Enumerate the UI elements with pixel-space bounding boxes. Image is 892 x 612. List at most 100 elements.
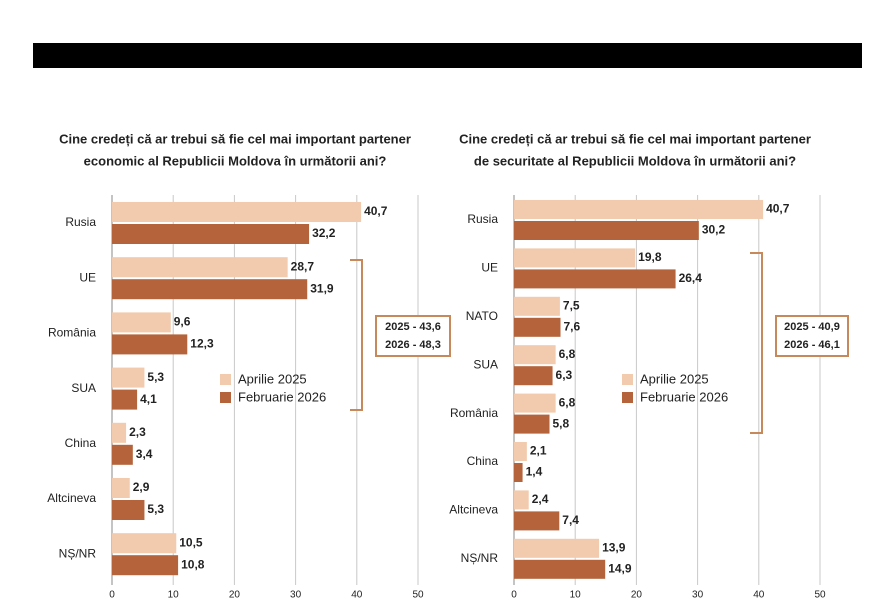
chart-title: de securitate al Republicii Moldova în u… xyxy=(474,153,796,168)
value-label: 9,6 xyxy=(174,315,191,329)
bar xyxy=(112,224,310,244)
category-label: China xyxy=(467,454,499,468)
value-label: 31,9 xyxy=(310,281,334,295)
legend-label: Aprilie 2025 xyxy=(238,371,307,386)
category-label: NATO xyxy=(466,309,498,323)
legend-swatch xyxy=(622,374,633,385)
bar xyxy=(514,538,600,558)
bar xyxy=(514,221,699,240)
value-label: 6,8 xyxy=(559,395,576,409)
value-label: 6,8 xyxy=(559,347,576,361)
bar xyxy=(514,511,560,531)
bar xyxy=(112,202,362,222)
bar xyxy=(112,500,145,520)
category-label: NȘ/NR xyxy=(59,546,97,560)
category-label: UE xyxy=(481,261,498,275)
category-label: China xyxy=(65,436,97,450)
annotation-box xyxy=(375,315,451,357)
bar xyxy=(112,334,188,355)
value-label: 2,4 xyxy=(532,492,549,506)
x-tick-label: 40 xyxy=(753,590,765,601)
bar xyxy=(112,279,308,300)
category-label: Altcineva xyxy=(47,491,96,505)
value-label: 7,5 xyxy=(563,298,580,312)
annotation: 2025 - 43,6 xyxy=(385,321,441,333)
value-label: 40,7 xyxy=(766,202,790,216)
category-label: SUA xyxy=(71,381,96,395)
annotation: 2026 - 48,3 xyxy=(385,339,441,351)
annotation: 2026 - 46,1 xyxy=(784,339,840,351)
value-label: 12,3 xyxy=(190,337,214,351)
chart-title: Cine credeți că ar trebui să fie cel mai… xyxy=(59,131,411,146)
category-label: Rusia xyxy=(65,215,96,229)
value-label: 1,4 xyxy=(526,465,543,479)
value-label: 32,2 xyxy=(312,226,336,240)
category-label: NȘ/NR xyxy=(461,551,499,565)
value-label: 10,5 xyxy=(179,535,203,549)
legend-label: Aprilie 2025 xyxy=(640,371,709,386)
category-label: Altcineva xyxy=(449,503,498,517)
x-tick-label: 30 xyxy=(692,590,704,601)
legend-label: Februarie 2026 xyxy=(238,389,326,404)
value-label: 3,4 xyxy=(136,447,153,461)
bar xyxy=(112,478,130,498)
x-tick-label: 50 xyxy=(412,590,424,601)
bar xyxy=(514,317,561,337)
legend-swatch xyxy=(622,392,633,403)
bar xyxy=(112,257,288,278)
bracket xyxy=(750,252,763,434)
value-label: 4,1 xyxy=(140,392,157,406)
annotation-box xyxy=(775,315,849,357)
value-label: 2,3 xyxy=(129,425,146,439)
bar xyxy=(112,444,133,465)
bar xyxy=(514,490,529,510)
bar xyxy=(514,248,636,268)
bar xyxy=(514,269,676,289)
chart-title: Cine credeți că ar trebui să fie cel mai… xyxy=(459,131,811,146)
value-label: 10,8 xyxy=(181,557,205,571)
x-tick-label: 50 xyxy=(814,590,826,601)
value-label: 30,2 xyxy=(702,223,726,237)
bar xyxy=(112,367,145,388)
bar xyxy=(514,366,553,386)
category-label: SUA xyxy=(473,357,498,371)
bar xyxy=(514,463,523,482)
bar xyxy=(112,555,179,576)
bar xyxy=(514,200,764,219)
bar xyxy=(112,389,138,410)
legend-swatch xyxy=(220,392,231,403)
bar xyxy=(514,345,556,365)
bar xyxy=(112,312,171,333)
bar xyxy=(514,559,606,579)
x-tick-label: 0 xyxy=(511,590,517,601)
bracket xyxy=(350,259,363,411)
value-label: 5,3 xyxy=(147,502,164,516)
value-label: 19,8 xyxy=(638,250,662,264)
chart-title: economic al Republicii Moldova în următo… xyxy=(84,153,387,168)
value-label: 7,6 xyxy=(564,319,581,333)
x-tick-label: 20 xyxy=(631,590,643,601)
category-label: UE xyxy=(79,270,96,284)
bar xyxy=(514,393,556,413)
x-tick-label: 0 xyxy=(109,590,115,601)
legend-label: Februarie 2026 xyxy=(640,389,728,404)
value-label: 5,3 xyxy=(147,370,164,384)
category-label: Rusia xyxy=(467,212,498,226)
bar xyxy=(514,296,560,316)
legend-swatch xyxy=(220,374,231,385)
x-tick-label: 10 xyxy=(570,590,582,601)
value-label: 7,4 xyxy=(562,513,579,527)
value-label: 5,8 xyxy=(552,416,569,430)
value-label: 13,9 xyxy=(602,540,626,554)
x-tick-label: 10 xyxy=(168,590,180,601)
value-label: 2,9 xyxy=(133,480,150,494)
annotation: 2025 - 40,9 xyxy=(784,321,840,333)
x-tick-label: 30 xyxy=(290,590,302,601)
bar xyxy=(112,422,127,443)
value-label: 40,7 xyxy=(364,204,388,218)
value-label: 14,9 xyxy=(608,561,632,575)
x-tick-label: 40 xyxy=(351,590,363,601)
x-tick-label: 20 xyxy=(229,590,241,601)
header-bar xyxy=(33,43,862,68)
